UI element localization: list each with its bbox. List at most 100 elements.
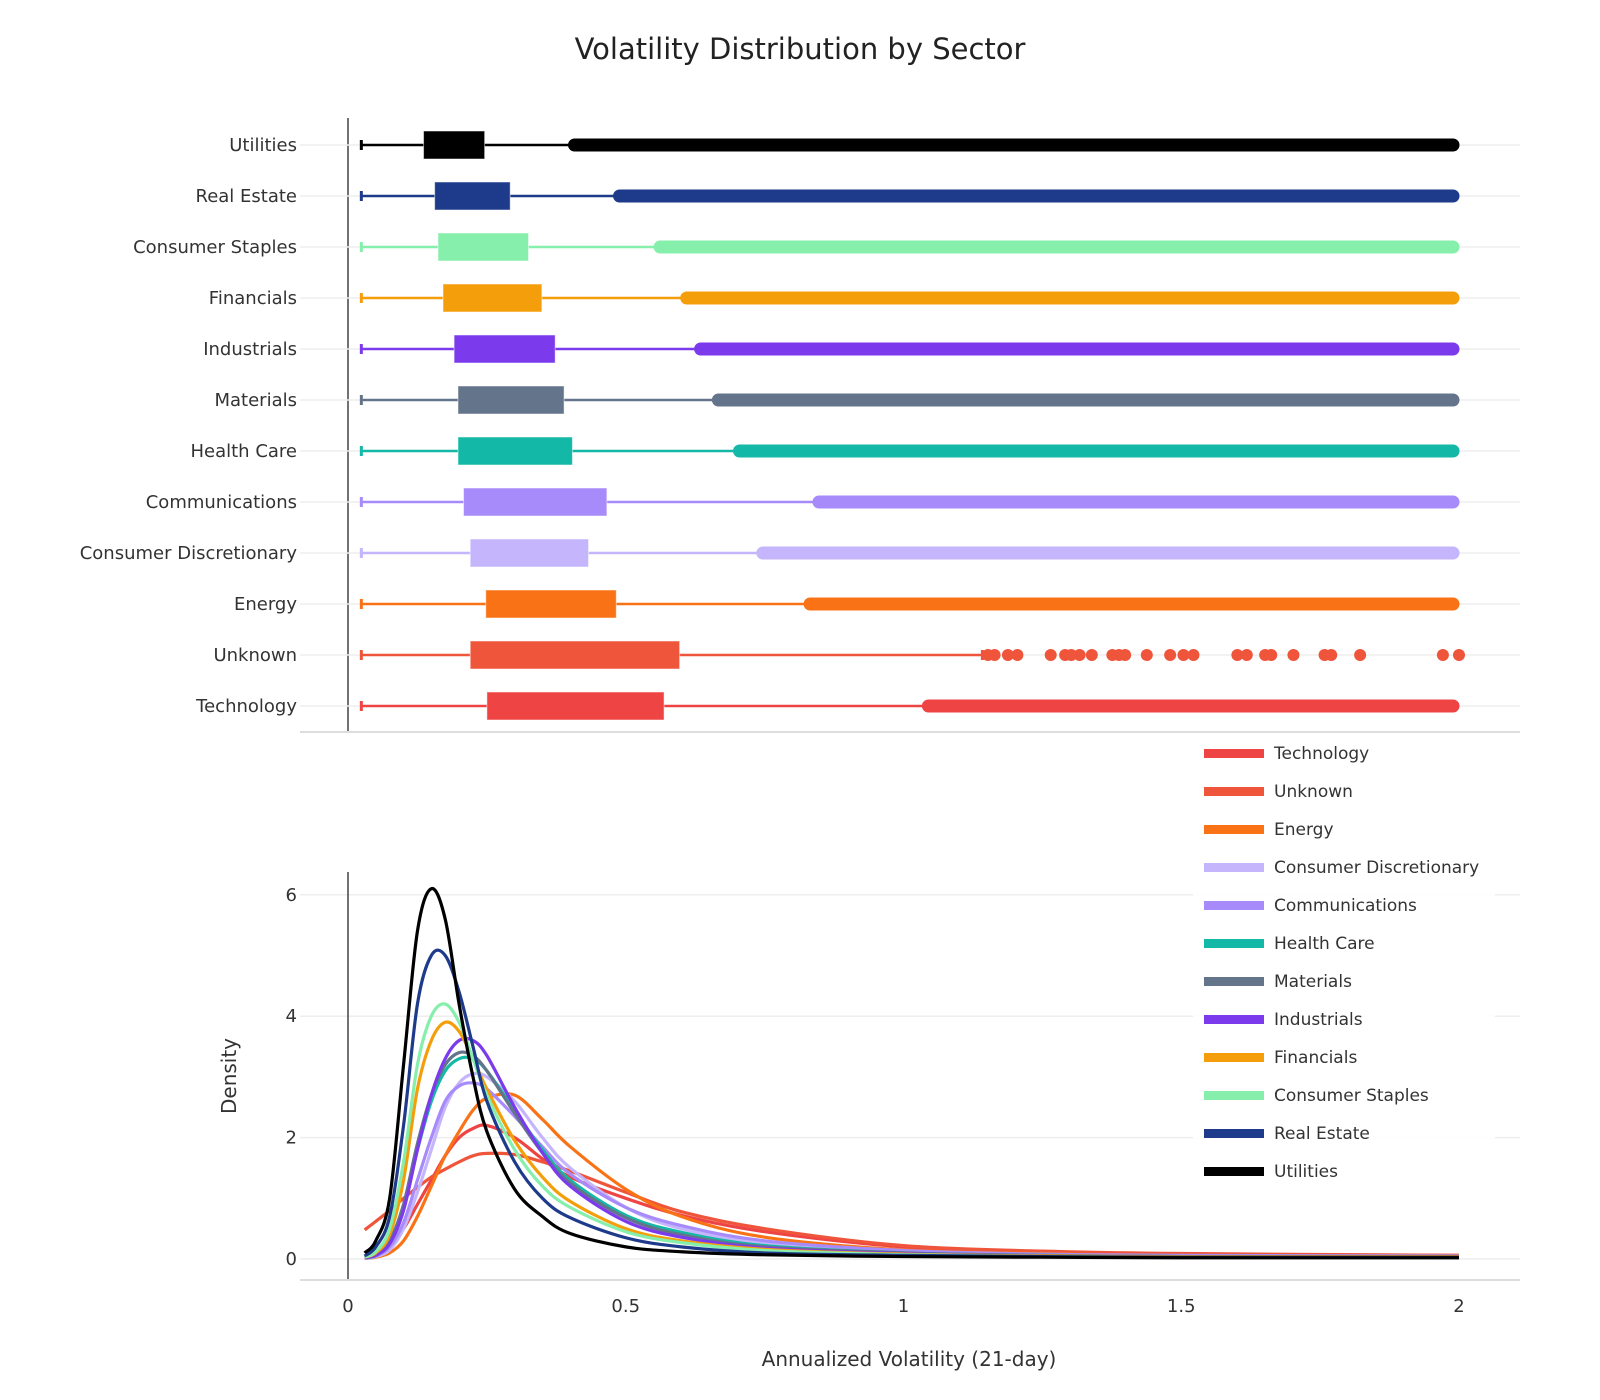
category-label: Industrials — [203, 339, 297, 360]
box-real-estate: Real Estate — [196, 181, 1520, 211]
legend-item-financials[interactable]: Financials — [1204, 1048, 1357, 1068]
box — [453, 334, 556, 364]
outlier-point — [1177, 649, 1190, 661]
legend-label: Financials — [1274, 1048, 1357, 1068]
legend-label: Technology — [1273, 744, 1369, 764]
box-industrials: Industrials — [203, 334, 1520, 364]
box — [485, 589, 617, 619]
outlier-point — [1354, 649, 1367, 661]
category-label: Health Care — [190, 441, 297, 462]
category-label: Materials — [214, 390, 297, 411]
y-axis-label: Density — [217, 1038, 241, 1114]
legend-swatch — [1204, 1167, 1264, 1176]
legend-background — [1193, 735, 1495, 1190]
legend-label: Consumer Staples — [1274, 1086, 1429, 1106]
y-tick-label: 4 — [286, 1006, 297, 1027]
legend-label: Industrials — [1274, 1010, 1363, 1030]
x-tick-label: 0 — [342, 1296, 353, 1317]
legend-item-technology[interactable]: Technology — [1204, 744, 1369, 764]
legend-item-consumer-staples[interactable]: Consumer Staples — [1204, 1086, 1429, 1106]
box — [437, 232, 530, 262]
box — [457, 385, 565, 415]
box — [486, 691, 665, 721]
box-energy: Energy — [234, 589, 1520, 619]
legend-label: Energy — [1274, 820, 1334, 840]
legend-label: Unknown — [1274, 782, 1353, 802]
density-line-utilities — [363, 887, 1460, 1260]
density-line-unknown — [363, 1151, 1460, 1257]
chart-title: Volatility Distribution by Sector — [575, 32, 1026, 66]
legend-swatch — [1204, 825, 1264, 834]
box-consumer-discretionary: Consumer Discretionary — [80, 538, 1520, 568]
outlier-point — [1001, 649, 1014, 661]
box-utilities: Utilities — [229, 130, 1520, 160]
y-tick-label: 2 — [286, 1128, 297, 1149]
category-label: Utilities — [229, 135, 297, 156]
legend-label: Real Estate — [1274, 1124, 1370, 1144]
outlier-point — [1453, 649, 1465, 661]
box — [463, 487, 608, 517]
legend[interactable]: Technology Unknown Energy Consumer Discreti… — [1193, 735, 1495, 1190]
legend-label: Utilities — [1274, 1162, 1338, 1182]
legend-swatch — [1204, 787, 1264, 796]
legend-item-real-estate[interactable]: Real Estate — [1204, 1124, 1370, 1144]
outlier-point — [1287, 649, 1300, 661]
box-materials: Materials — [214, 385, 1520, 415]
box-unknown: Unknown — [213, 640, 1520, 670]
legend-label: Health Care — [1274, 934, 1375, 954]
x-tick-label: 1.5 — [1167, 1296, 1196, 1317]
box — [434, 181, 511, 211]
legend-swatch — [1204, 1091, 1264, 1100]
outlier-point — [1140, 649, 1153, 661]
box — [469, 538, 590, 568]
box-consumer-staples: Consumer Staples — [133, 232, 1520, 262]
box-financials: Financials — [209, 283, 1520, 313]
category-label: Consumer Staples — [133, 237, 297, 258]
x-axis-label: Annualized Volatility (21-day) — [762, 1347, 1057, 1371]
box-communications: Communications — [146, 487, 1520, 517]
outlier-point — [1065, 649, 1078, 661]
outlier-point — [1011, 649, 1024, 661]
box — [457, 436, 573, 466]
legend-swatch — [1204, 749, 1264, 758]
outlier-point — [1187, 649, 1200, 661]
outlier-point — [1119, 649, 1132, 661]
box — [469, 640, 681, 670]
category-label: Unknown — [213, 645, 297, 666]
category-label: Communications — [146, 492, 297, 513]
category-label: Technology — [195, 696, 297, 717]
box — [423, 130, 486, 160]
category-label: Energy — [234, 594, 297, 615]
category-label: Consumer Discretionary — [80, 543, 298, 564]
legend-item-industrials[interactable]: Industrials — [1204, 1010, 1363, 1030]
legend-swatch — [1204, 863, 1264, 872]
x-tick-label: 0.5 — [611, 1296, 640, 1317]
outlier-point — [1231, 649, 1244, 661]
box-technology: Technology — [195, 691, 1520, 721]
legend-item-utilities[interactable]: Utilities — [1204, 1162, 1338, 1182]
box-plot-panel: Utilities Real Estate Consumer Staples Fina… — [80, 118, 1520, 733]
legend-item-materials[interactable]: Materials — [1204, 972, 1352, 992]
outlier-point — [1240, 649, 1253, 661]
legend-swatch — [1204, 977, 1264, 986]
legend-swatch — [1204, 1129, 1264, 1138]
y-tick-label: 6 — [286, 885, 297, 906]
legend-label: Consumer Discretionary — [1274, 858, 1479, 878]
box-health-care: Health Care — [190, 436, 1520, 466]
legend-item-health-care[interactable]: Health Care — [1204, 934, 1375, 954]
legend-item-unknown[interactable]: Unknown — [1204, 782, 1353, 802]
outlier-point — [1073, 649, 1086, 661]
outlier-point — [1085, 649, 1098, 661]
legend-item-communications[interactable]: Communications — [1204, 896, 1417, 916]
outlier-point — [1044, 649, 1057, 661]
box — [442, 283, 543, 313]
legend-swatch — [1204, 901, 1264, 910]
legend-item-energy[interactable]: Energy — [1204, 820, 1334, 840]
legend-label: Materials — [1274, 972, 1352, 992]
outlier-point — [1265, 649, 1278, 661]
legend-swatch — [1204, 1053, 1264, 1062]
outlier-point — [988, 649, 1001, 661]
legend-swatch — [1204, 1015, 1264, 1024]
legend-item-consumer-discretionary[interactable]: Consumer Discretionary — [1204, 858, 1479, 878]
